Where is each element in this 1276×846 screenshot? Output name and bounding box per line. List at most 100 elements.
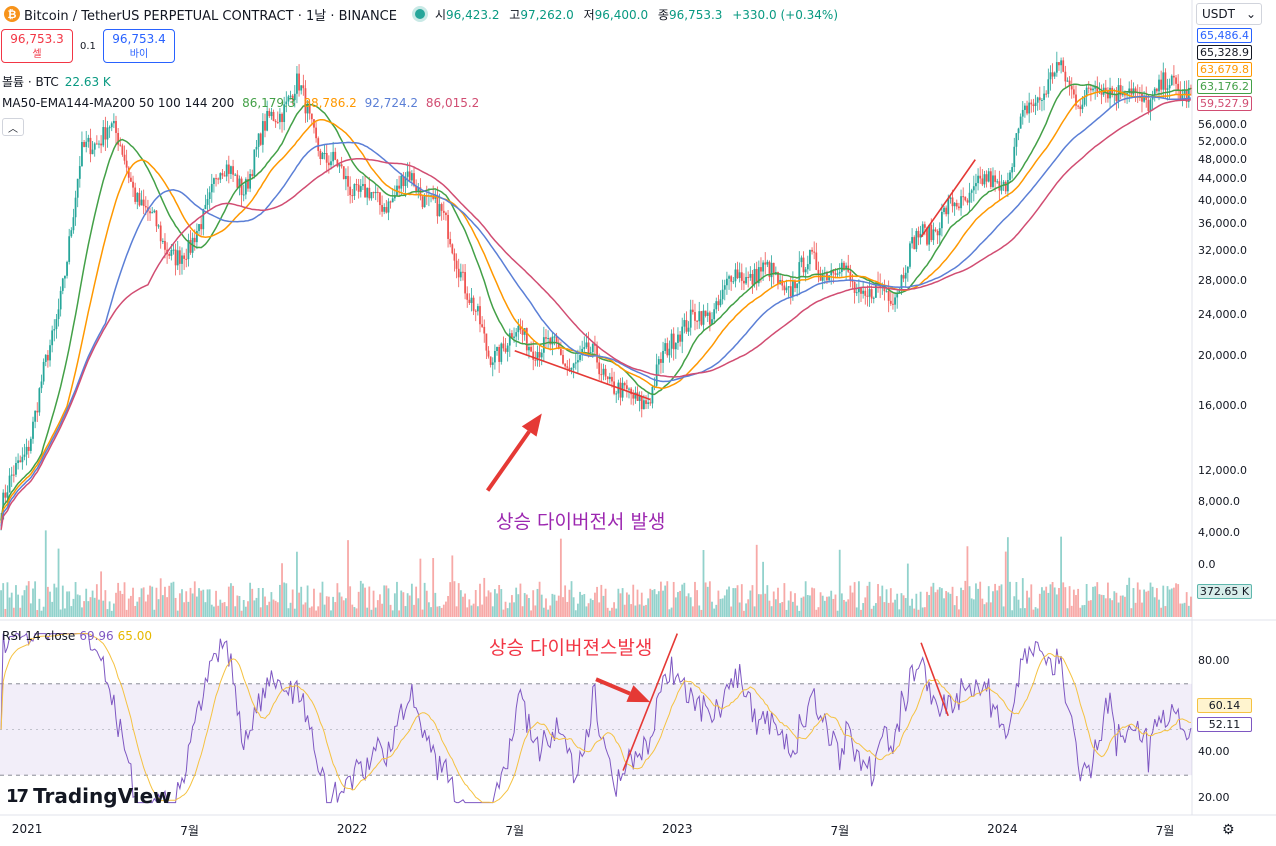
volume-bar (1179, 603, 1182, 617)
volume-bar (104, 590, 107, 617)
candle (400, 175, 403, 189)
volume-bar (353, 607, 356, 617)
volume-bar (896, 593, 899, 617)
volume-bar (381, 603, 383, 617)
volume-bar (749, 590, 752, 617)
volume-bar (304, 602, 307, 617)
volume-bar (1058, 587, 1060, 617)
volume-bar (955, 596, 958, 617)
candle (370, 192, 373, 199)
volume-bar (302, 604, 305, 617)
volume-bar (1164, 606, 1167, 617)
candle (719, 299, 722, 306)
rsi-legend[interactable]: RSI 14 close 69.96 65.00 (2, 629, 152, 643)
volume-bar (738, 602, 741, 617)
candle (585, 342, 588, 348)
candle (840, 262, 843, 272)
sell-button[interactable]: 96,753.3 셀 (1, 29, 73, 63)
tradingview-logo[interactable]: 17 TradingView (6, 784, 172, 808)
symbol-title[interactable]: Bitcoin / TetherUS PERPETUAL CONTRACT · … (24, 8, 397, 24)
volume-bar (289, 602, 292, 617)
candle (787, 286, 790, 288)
volume-bar (1053, 587, 1056, 617)
volume-bar (115, 592, 117, 617)
candle (261, 121, 264, 145)
candle (1058, 62, 1060, 66)
volume-bar (117, 582, 120, 617)
candle (700, 311, 703, 325)
candle (34, 410, 37, 422)
price-tick-label: 28,000.0 (1198, 273, 1247, 287)
volume-bar (27, 581, 30, 617)
collapse-legend-button[interactable]: ︿ (2, 118, 24, 136)
volume-bar (170, 582, 173, 617)
price-tick-label: 16,000.0 (1198, 399, 1247, 413)
gear-icon[interactable]: ⚙ (1222, 822, 1235, 838)
volume-bar (379, 594, 381, 617)
rsi-divergence-annotation: 상승 다이버젼스발생 (489, 637, 653, 659)
candle (253, 149, 256, 176)
volume-bar (300, 586, 303, 617)
volume-bar (319, 592, 322, 617)
volume-bar (764, 593, 767, 617)
volume-bar (15, 585, 17, 617)
buy-button[interactable]: 96,753.4 바이 (103, 29, 175, 63)
volume-bar (992, 591, 994, 617)
volume-bar (430, 607, 432, 617)
candle (598, 362, 601, 375)
volume-legend[interactable]: 볼륨 · BTC 22.63 K (2, 73, 111, 90)
volume-bar (417, 598, 420, 617)
volume-bar (762, 561, 764, 617)
candle (285, 101, 288, 105)
currency-select[interactable]: USDT ⌄ (1196, 3, 1262, 25)
candle (975, 183, 977, 187)
candle (168, 253, 171, 256)
volume-bar (751, 585, 754, 617)
last-value-tag: 65,328.9 (1197, 45, 1252, 60)
candle (538, 352, 541, 358)
volume-bar (61, 585, 64, 617)
price-tick-label: 44,000.0 (1198, 172, 1247, 186)
candle (1085, 87, 1088, 97)
volume-bar (64, 608, 66, 617)
candle (996, 181, 999, 183)
candle (51, 330, 54, 346)
candle (689, 309, 692, 328)
volume-bar (34, 581, 37, 617)
time-tick-label: 7월 (180, 824, 199, 838)
volume-bar (249, 582, 252, 617)
candle (981, 178, 984, 185)
rsi-tick-label: 20.00 (1198, 791, 1230, 804)
candle (306, 104, 309, 114)
volume-bar (819, 592, 822, 617)
candle (685, 320, 688, 332)
candle (270, 111, 273, 117)
candle (928, 224, 931, 245)
candle (491, 362, 494, 365)
volume-bar (794, 593, 796, 617)
volume-bar (555, 600, 558, 617)
volume-bar (623, 604, 626, 617)
candle (264, 121, 266, 131)
volume-bar (638, 604, 641, 617)
volume-bar (585, 606, 588, 617)
volume-bar (547, 609, 550, 617)
candle (1028, 102, 1031, 114)
candle (809, 249, 811, 265)
last-value-tag: 59,527.9 (1197, 96, 1252, 111)
volume-bar (447, 595, 449, 617)
volume-bar (434, 592, 437, 617)
ma-legend[interactable]: MA50-EMA144-MA200 50 100 144 200 86,179.… (2, 96, 483, 110)
volume-bar (721, 598, 724, 617)
candle (600, 374, 603, 376)
volume-bar (755, 544, 758, 617)
candle (283, 104, 286, 123)
volume-bar (657, 591, 660, 617)
volume-bar (219, 599, 222, 617)
candle (125, 160, 128, 168)
candle (157, 225, 160, 227)
volume-bar (296, 551, 298, 617)
candle (272, 111, 275, 121)
rsi-ma-last-tag: 60.14 (1197, 698, 1252, 713)
